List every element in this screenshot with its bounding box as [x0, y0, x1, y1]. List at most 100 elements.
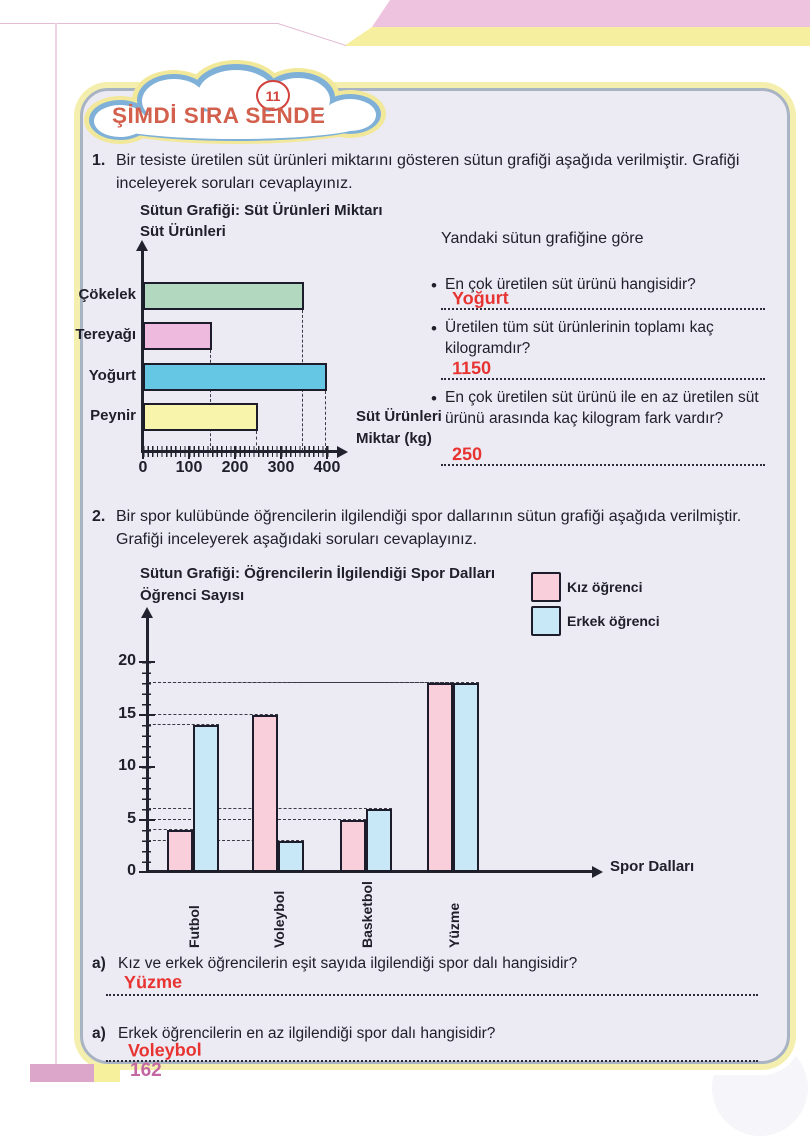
chart2-tick-label: 0	[127, 862, 136, 879]
worksheet-panel	[80, 88, 790, 1064]
question-2a-2-label: a)	[92, 1025, 106, 1042]
chart1-bar-4	[143, 403, 258, 431]
chart1-bar-2	[143, 322, 212, 350]
chart1-y-axis-title: Süt Ürünleri	[140, 223, 226, 240]
chart2-x-axis-title: Spor Dalları	[610, 858, 695, 875]
legend-label-boys: Erkek öğrenci	[567, 613, 660, 629]
chart2-guide-line	[148, 724, 219, 725]
q1-bullet-2: • Üretilen tüm süt ürünlerinin toplamı k…	[431, 317, 766, 359]
corner-ribbon-pink	[372, 0, 810, 27]
chart1-guide-line	[210, 350, 211, 451]
bullet-dot: •	[431, 319, 437, 338]
chart1-bar-1	[143, 282, 304, 310]
chart1-tick-label: 100	[175, 459, 203, 476]
chart1-category-label: Tereyağı	[75, 326, 136, 343]
frame-line-diagonal	[277, 23, 347, 47]
q1-answer-1: Yoğurt	[451, 287, 509, 309]
chart2-category-label: Voleybol	[271, 890, 287, 948]
chart2-bar-boys	[193, 725, 219, 872]
chart2-tick-label: 15	[118, 704, 136, 722]
q1-answer-2-line	[441, 378, 765, 380]
chart1-category-label: Yoğurt	[88, 367, 136, 384]
chart1-bar-3	[143, 363, 327, 391]
q1-bullet-1-text: En çok üretilen süt ürünü hangisidir?	[445, 276, 696, 293]
chart1-major-tick	[326, 446, 328, 459]
question-2a-1-line	[106, 994, 758, 996]
chart2-y-axis-title: Öğrenci Sayısı	[140, 587, 245, 604]
chart1-guide-line	[256, 431, 257, 451]
chart1-tick-label: 400	[313, 459, 341, 476]
chart2-category-label: Yüzme	[446, 902, 462, 948]
bullet-dot: •	[431, 389, 437, 408]
frame-line-vertical	[55, 23, 57, 1065]
corner-ribbon-yellow	[344, 27, 810, 46]
question-2a-2: a) Erkek öğrencilerin en az ilgilendiği …	[92, 1023, 768, 1045]
chart2-bar-girls	[427, 683, 453, 872]
chart1-major-tick	[188, 446, 190, 459]
legend-swatch-boys	[531, 606, 561, 636]
question-1-text: Bir tesiste üretilen süt ürünleri miktar…	[116, 152, 740, 192]
chart2-bar-girls	[167, 830, 193, 872]
chart2-bar-boys	[278, 840, 304, 872]
exercise-number-badge: 11	[256, 80, 290, 111]
legend-swatch-girls	[531, 572, 561, 602]
chart1-x-axis-arrow	[337, 445, 348, 458]
frame-line-horizontal	[0, 23, 279, 24]
chart1-tick-label: 200	[221, 459, 249, 476]
chart2-guide-line	[148, 682, 479, 683]
chart1-tick-label: 300	[267, 459, 295, 476]
badge-number: 11	[265, 87, 281, 104]
chart1-minor-ticks	[143, 446, 329, 457]
chart1-guide-line	[325, 391, 326, 451]
q1-bullet-1: • En çok üretilen süt ürünü hangisidir?	[431, 274, 766, 297]
chart2-major-tick	[139, 818, 155, 821]
q1-answer-3-line	[441, 464, 765, 466]
chart2-tick-label: 20	[118, 652, 136, 669]
chart2-tick-label: 10	[118, 757, 136, 774]
question-2a-1: a) Kız ve erkek öğrencilerin eşit sayıda…	[92, 953, 768, 975]
question-1-number: 1.	[92, 152, 106, 169]
footer-bar-pink	[30, 1064, 94, 1082]
question-2a-1-label: a)	[92, 955, 106, 972]
question-1: 1. Bir tesiste üretilen süt ürünleri mik…	[92, 150, 768, 195]
chart1-category-label: Peynir	[90, 407, 136, 424]
q1-bullet-2-text: Üretilen tüm süt ürünlerinin toplamı kaç…	[445, 319, 714, 358]
chart2-tick-label: 5	[127, 809, 136, 827]
q1-answer-2: 1150	[451, 357, 492, 379]
chart2-major-tick	[139, 713, 155, 716]
chart1-major-tick	[234, 446, 236, 459]
chart2-guide-line	[148, 829, 193, 830]
question-2a-2-text: Erkek öğrencilerin en az ilgilendiği spo…	[118, 1025, 496, 1042]
chart2-guide-line	[148, 713, 278, 715]
question-2a-1-text: Kız ve erkek öğrencilerin eşit sayıda il…	[118, 955, 578, 972]
legend-label-girls: Kız öğrenci	[567, 579, 643, 595]
chart2-bar-boys	[366, 809, 392, 872]
chart2-bar-girls	[252, 714, 278, 872]
q1-answer-1-line	[441, 308, 765, 310]
chart1-y-axis-arrow	[136, 240, 148, 251]
chart1-title: Sütun Grafiği: Süt Ürünleri Miktarı	[140, 202, 383, 219]
q1-side-heading: Yandaki sütun grafiğine göre	[441, 230, 644, 247]
chart2-major-tick	[139, 766, 155, 768]
chart1-tick-label: 0	[138, 459, 148, 476]
chart1-category-label: Çökelek	[78, 286, 136, 303]
bullet-dot: •	[431, 276, 437, 295]
question-2a-2-line	[106, 1060, 758, 1062]
chart2-major-tick	[139, 871, 155, 873]
q1-bullet-3-text: En çok üretilen süt ürünü ile en az üret…	[445, 389, 759, 428]
page-title: ŞİMDİ SIRA SENDE	[112, 103, 326, 128]
question-2-text: Bir spor kulübünde öğrencilerin ilgilend…	[116, 508, 742, 548]
q1-answer-3: 250	[451, 443, 483, 465]
chart2-category-label: Futbol	[186, 905, 202, 948]
chart2-title: Sütun Grafiği: Öğrencilerin İlgilendiği …	[140, 565, 496, 582]
question-2a-2-answer: Voleybol	[127, 1039, 202, 1061]
chart1-x-axis-title: Süt Ürünleri Miktar (kg)	[356, 408, 442, 447]
chart2-y-axis-arrow	[141, 607, 153, 618]
chart1-major-tick	[280, 446, 282, 459]
chart2-bar-boys	[453, 683, 479, 872]
page-number: 162	[130, 1060, 162, 1081]
chart2-guide-line	[148, 839, 304, 841]
chart2-bar-girls	[340, 819, 366, 872]
question-2: 2. Bir spor kulübünde öğrencilerin ilgil…	[92, 506, 768, 551]
